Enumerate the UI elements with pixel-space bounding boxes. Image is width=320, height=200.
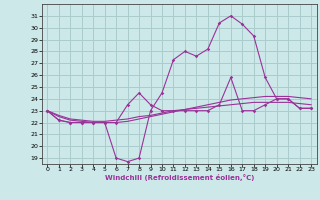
X-axis label: Windchill (Refroidissement éolien,°C): Windchill (Refroidissement éolien,°C) (105, 174, 254, 181)
